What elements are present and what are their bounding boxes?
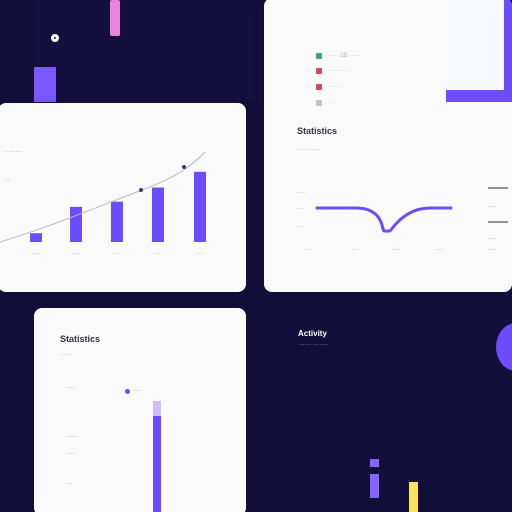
checkbox-gray-icon — [316, 100, 322, 106]
bottom-row-label-1: ······ — [67, 434, 77, 440]
trend-point-0 — [139, 188, 143, 192]
bottom-row-label-2: ····· — [67, 451, 76, 457]
x-label-0: ····· — [305, 247, 314, 253]
activity-bar-1 — [370, 474, 379, 498]
top-left-accent-block — [34, 67, 56, 102]
line-chart-svg — [315, 187, 508, 233]
top-left-pink-bar — [110, 0, 120, 36]
activity-title: Activity — [298, 329, 327, 338]
bottom-legend-label: ····· — [133, 388, 142, 394]
legend-label-2: ······· — [328, 84, 342, 90]
activity-bar-0 — [370, 459, 379, 467]
checkbox-red-icon — [316, 68, 322, 74]
top-left-dot-inner — [54, 37, 56, 39]
activity-accent-circle — [496, 323, 512, 371]
bar-chart-caption: ·· ········ — [4, 149, 23, 155]
bar-4 — [194, 171, 206, 242]
right-caption-1: ····· — [488, 236, 497, 242]
bar-1 — [70, 206, 82, 242]
activity-subtitle: ········ ········· — [298, 342, 328, 348]
top-left-dark-panel — [34, 0, 262, 102]
bottom-row-label-0: ····· — [67, 385, 76, 391]
legend-label-0: ······2B ······· — [328, 53, 363, 59]
bar-label-3: ····· — [154, 251, 163, 257]
activity-bar-2 — [409, 482, 418, 512]
legend-label-3: ··· — [328, 100, 334, 106]
bottom-legend-dot-icon — [125, 389, 130, 394]
x-label-1: ····· — [350, 247, 359, 253]
right-caption-2: ····· — [488, 247, 497, 253]
y-label-0: ····· — [297, 190, 306, 196]
y-label-2: ···· — [297, 224, 304, 230]
statistics-top-subtitle: ······· ······· — [297, 147, 322, 153]
legend-label-1: ··········· — [328, 68, 350, 74]
checkbox-green-icon — [316, 53, 322, 59]
checkbox-red-2-icon — [316, 84, 322, 90]
bar-chart-tag: ···· — [4, 178, 11, 184]
trend-line — [0, 151, 206, 243]
statistics-top-card: Statistics ······· ······· ······2B ····… — [264, 0, 512, 292]
bar-0 — [30, 233, 42, 242]
bar-3 — [152, 187, 164, 242]
bar-label-4: ····· — [196, 251, 205, 257]
bar-chart-svg: ····· ····· ····· ····· ····· — [0, 151, 206, 257]
bar-label-0: ····· — [32, 251, 41, 257]
top-right-accent-corner-mask — [446, 0, 504, 90]
x-label-2: ····· — [392, 247, 401, 253]
bar-label-1: ····· — [72, 251, 81, 257]
y-label-1: ···· — [297, 206, 304, 212]
right-caption-0: ····· — [488, 204, 497, 210]
line-series — [315, 206, 453, 233]
statistics-bottom-subtitle: ········ — [60, 352, 74, 358]
statistics-bottom-card: Statistics ········ ····· ······ ····· ·… — [34, 308, 246, 512]
bar-label-2: ····· — [113, 251, 122, 257]
statistics-top-title: Statistics — [297, 126, 338, 136]
x-label-3: ····· — [435, 247, 444, 253]
progress-fill — [153, 416, 161, 512]
trend-point-1 — [182, 165, 186, 169]
statistics-bottom-title: Statistics — [60, 334, 101, 344]
bar-2 — [111, 201, 123, 242]
bottom-row-label-3: ···· — [67, 481, 74, 487]
bar-chart-card: ·· ········ ···· ····· ····· ····· ····· ···… — [0, 103, 246, 292]
